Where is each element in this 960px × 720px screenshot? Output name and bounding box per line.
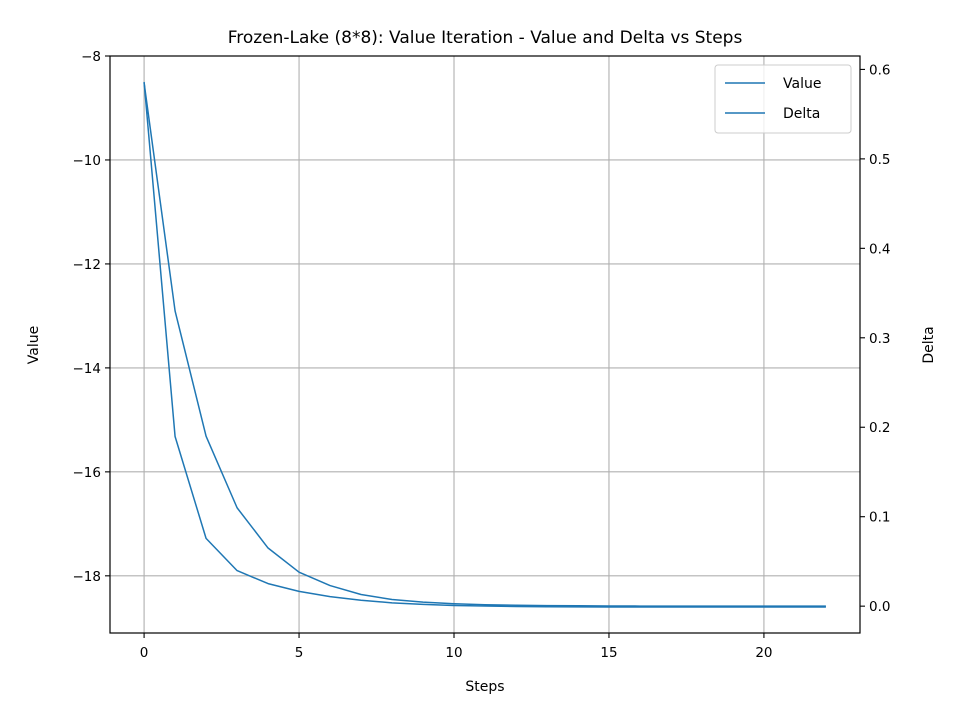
y-tick-label-right: 0.0: [869, 599, 890, 615]
x-tick-label: 5: [295, 645, 304, 661]
y-axis-label-right: Delta: [921, 326, 937, 363]
chart-title: Frozen-Lake (8*8): Value Iteration - Val…: [228, 28, 743, 48]
y-tick-label-right: 0.6: [869, 62, 890, 78]
x-tick-label: 20: [755, 645, 772, 661]
y-tick-label-right: 0.4: [869, 241, 890, 257]
series-line-value: [143, 81, 826, 608]
y-tick-label-left: −10: [73, 153, 102, 169]
legend-label-value: Value: [783, 76, 821, 92]
legend-label-delta: Delta: [783, 106, 820, 122]
y-tick-label-left: −14: [73, 361, 102, 377]
y-tick-label-left: −18: [73, 569, 102, 585]
ticks: 0 5 10 15 20 −8 −10 −12 −14 −16 −18 0.0 0.1 0.2 0.3 0.4…: [73, 49, 891, 661]
y-tick-label-right: 0.5: [869, 152, 890, 168]
y-tick-label-right: 0.2: [869, 420, 890, 436]
plot-frame: [109, 55, 861, 634]
series-lines: [143, 81, 826, 608]
grid: [110, 55, 860, 633]
y-tick-label-left: −8: [81, 49, 101, 65]
x-tick-label: 10: [445, 645, 462, 661]
y-tick-label-right: 0.1: [869, 510, 890, 526]
series-line-delta: [143, 82, 826, 607]
x-axis-label: Steps: [465, 679, 504, 695]
y-tick-label-left: −16: [73, 465, 102, 481]
legend-box: [714, 64, 852, 134]
x-tick-label: 15: [600, 645, 617, 661]
x-tick-label: 0: [140, 645, 149, 661]
legend: Value Delta: [714, 64, 852, 134]
y-tick-label-left: −12: [73, 257, 102, 273]
y-axis-label-left: Value: [26, 326, 42, 364]
y-tick-label-right: 0.3: [869, 331, 890, 347]
